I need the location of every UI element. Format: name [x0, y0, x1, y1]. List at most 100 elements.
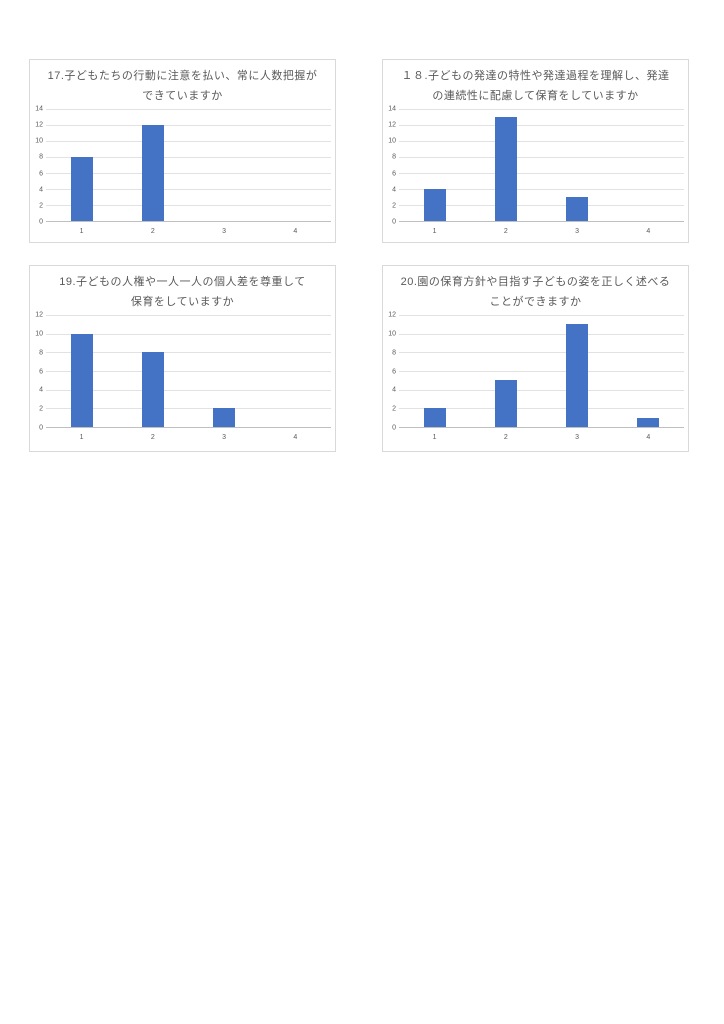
y-axis-labels: 0 2 4 6 8 10 12 14 — [383, 105, 396, 226]
y-tick-label: 0 — [392, 218, 396, 226]
y-axis-labels: 0 2 4 6 8 10 12 14 — [30, 105, 43, 226]
x-axis-labels: 1 2 3 4 — [399, 227, 684, 237]
y-tick-label: 14 — [35, 105, 43, 113]
gridline — [399, 205, 684, 206]
gridline — [399, 408, 684, 410]
chart-card-q17: 17.子どもたちの行動に注意を払い、常に人数把握が できていますか 0 2 4 6 8 10… — [29, 59, 336, 243]
plot-area — [46, 315, 331, 428]
chart-title: 20.園の保育方針や目指す子どもの姿を正しく述べる ことができますか — [391, 272, 680, 312]
bar-category-1 — [70, 333, 93, 427]
y-tick-label: 12 — [35, 311, 43, 319]
x-tick-label: 3 — [222, 434, 227, 441]
y-tick-label: 6 — [392, 170, 396, 178]
x-tick-label: 2 — [150, 228, 155, 235]
gridline — [46, 371, 331, 372]
gridline — [46, 408, 331, 410]
y-tick-label: 4 — [39, 186, 43, 194]
y-tick-label: 6 — [392, 368, 396, 375]
gridline — [399, 389, 684, 391]
chart-title-line: １８.子どもの発達の特性や発達過程を理解し、発達 — [401, 70, 670, 82]
y-tick-label: 2 — [392, 405, 396, 413]
x-tick-label: 4 — [293, 228, 298, 235]
x-tick-label: 3 — [575, 434, 580, 441]
chart-title-line: の連続性に配慮して保育をしていますか — [432, 90, 639, 102]
chart-title-line: ことができますか — [489, 296, 582, 308]
gridline — [399, 371, 684, 372]
chart-card-q18: １８.子どもの発達の特性や発達過程を理解し、発達 の連続性に配慮して保育をしていま… — [382, 59, 689, 243]
plot-area — [399, 109, 684, 222]
gridline — [399, 333, 684, 335]
gridline — [399, 109, 684, 110]
chart-card-q19: 19.子どもの人権や一人一人の個人差を尊重して 保育をしていますか 0 2 4 6 8 10… — [29, 265, 336, 452]
y-tick-label: 10 — [388, 137, 396, 145]
gridline — [46, 189, 331, 190]
x-tick-label: 3 — [575, 228, 580, 235]
chart-title: １８.子どもの発達の特性や発達過程を理解し、発達 の連続性に配慮して保育をしていま… — [391, 66, 680, 106]
bar-category-3 — [566, 197, 589, 221]
y-tick-label: 4 — [392, 186, 396, 194]
bar-category-1 — [423, 189, 446, 221]
gridline — [399, 352, 684, 354]
chart-card-q20: 20.園の保育方針や目指す子どもの姿を正しく述べる ことができますか 0 2 4 6 8 1… — [382, 265, 689, 452]
x-tick-label: 2 — [150, 434, 155, 441]
y-tick-label: 8 — [39, 153, 43, 161]
y-tick-label: 0 — [39, 424, 43, 432]
y-tick-label: 0 — [392, 424, 396, 432]
chart-title-line: 19.子どもの人権や一人一人の個人差を尊重して — [59, 276, 306, 288]
gridline — [46, 125, 331, 126]
chart-title-line: 保育をしていますか — [130, 296, 235, 308]
gridline — [46, 205, 331, 206]
bar-category-3 — [213, 408, 236, 427]
y-tick-label: 6 — [39, 368, 43, 375]
bar-category-2 — [494, 380, 517, 427]
gridline — [399, 141, 684, 142]
x-tick-label: 2 — [503, 434, 508, 441]
plot-area — [46, 109, 331, 222]
y-tick-label: 2 — [39, 202, 43, 210]
bar-category-3 — [566, 324, 589, 427]
y-tick-label: 0 — [39, 218, 43, 226]
bar-category-2 — [141, 352, 164, 427]
gridline — [46, 352, 331, 354]
x-axis-labels: 1 2 3 4 — [46, 227, 331, 237]
y-tick-label: 10 — [35, 137, 43, 145]
gridline — [399, 315, 684, 316]
gridline — [46, 173, 331, 174]
x-tick-label: 1 — [79, 434, 84, 441]
bar-category-1 — [423, 408, 446, 427]
gridline — [46, 141, 331, 142]
x-tick-label: 2 — [503, 228, 508, 235]
y-tick-label: 8 — [392, 153, 396, 161]
gridline — [399, 157, 684, 158]
x-tick-label: 1 — [432, 434, 437, 441]
y-tick-label: 12 — [35, 121, 43, 129]
x-axis-labels: 1 2 3 4 — [399, 433, 684, 443]
bar-category-2 — [141, 125, 164, 221]
x-tick-label: 3 — [222, 228, 227, 235]
chart-title-line: できていますか — [142, 90, 223, 102]
x-tick-label: 1 — [432, 228, 437, 235]
y-tick-label: 2 — [392, 202, 396, 210]
gridline — [399, 173, 684, 174]
x-axis-labels: 1 2 3 4 — [46, 433, 331, 443]
y-tick-label: 12 — [388, 311, 396, 319]
y-tick-label: 8 — [392, 349, 396, 357]
y-axis-labels: 0 2 4 6 8 10 12 — [30, 311, 43, 432]
y-tick-label: 2 — [39, 405, 43, 413]
y-tick-label: 6 — [39, 170, 43, 178]
x-tick-label: 4 — [646, 434, 651, 441]
y-tick-label: 14 — [388, 105, 396, 113]
plot-area — [399, 315, 684, 428]
bar-category-4 — [637, 417, 660, 427]
gridline — [399, 189, 684, 190]
x-tick-label: 4 — [293, 434, 298, 441]
gridline — [399, 125, 684, 126]
gridline — [46, 157, 331, 158]
chart-title-line: 20.園の保育方針や目指す子どもの姿を正しく述べる — [400, 276, 671, 288]
x-tick-label: 4 — [646, 228, 651, 235]
gridline — [46, 109, 331, 110]
y-tick-label: 4 — [39, 386, 43, 394]
chart-title-line: 17.子どもたちの行動に注意を払い、常に人数把握が — [47, 70, 318, 82]
x-tick-label: 1 — [79, 228, 84, 235]
